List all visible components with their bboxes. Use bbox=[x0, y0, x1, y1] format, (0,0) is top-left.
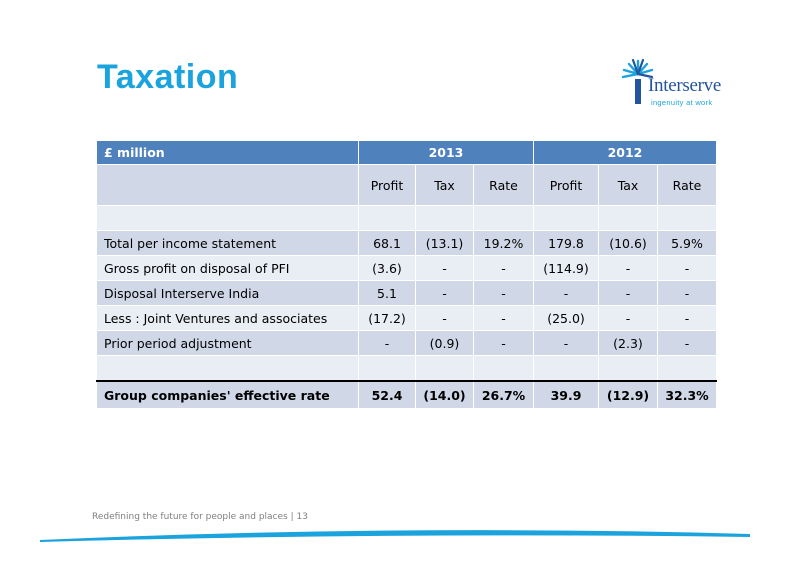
total-cell: (12.9) bbox=[598, 380, 658, 409]
table-cell: - bbox=[473, 280, 534, 306]
table-cell: 5.9% bbox=[657, 230, 717, 256]
total-cell: 32.3% bbox=[657, 380, 717, 409]
table-cell: (25.0) bbox=[533, 305, 599, 331]
table-cell bbox=[598, 205, 658, 231]
table-cell bbox=[657, 355, 717, 382]
row-label: Disposal Interserve India bbox=[96, 280, 359, 306]
table-cell: (10.6) bbox=[598, 230, 658, 256]
table-row: Gross profit on disposal of PFI (3.6) - … bbox=[96, 255, 717, 281]
subheader-cell: Profit bbox=[533, 164, 599, 206]
table-row: Total per income statement 68.1 (13.1) 1… bbox=[96, 230, 717, 256]
table-row: Disposal Interserve India 5.1 - - - - - bbox=[96, 280, 717, 306]
table-cell: (2.3) bbox=[598, 330, 658, 356]
table-cell: - bbox=[533, 330, 599, 356]
table-cell: - bbox=[473, 330, 534, 356]
table-cell bbox=[473, 205, 534, 231]
table-cell: - bbox=[598, 305, 658, 331]
table-cell: (114.9) bbox=[533, 255, 599, 281]
table-subheader-row: Profit Tax Rate Profit Tax Rate bbox=[96, 164, 717, 206]
logo-wordmark: Interserve bbox=[648, 75, 721, 96]
row-label: Prior period adjustment bbox=[96, 330, 359, 356]
table-cell: - bbox=[415, 305, 474, 331]
table-cell bbox=[473, 355, 534, 382]
table-cell: - bbox=[657, 330, 717, 356]
table-header-row: £ million 2013 2012 bbox=[96, 140, 717, 165]
subheader-cell: Tax bbox=[415, 164, 474, 206]
year-header-2013: 2013 bbox=[358, 140, 534, 165]
table-cell: - bbox=[598, 280, 658, 306]
total-cell: 52.4 bbox=[358, 380, 416, 409]
table-row bbox=[96, 355, 717, 382]
table-row bbox=[96, 205, 717, 231]
slide-title: Taxation bbox=[97, 58, 239, 96]
year-header-2012: 2012 bbox=[533, 140, 717, 165]
taxation-table: £ million 2013 2012 Profit Tax Rate Prof… bbox=[96, 140, 717, 409]
table-cell bbox=[533, 355, 599, 382]
table-cell: - bbox=[473, 305, 534, 331]
row-label: Total per income statement bbox=[96, 230, 359, 256]
table-cell: - bbox=[657, 255, 717, 281]
row-label bbox=[96, 355, 359, 382]
footer-swoosh bbox=[40, 530, 750, 542]
subheader-cell: Rate bbox=[657, 164, 717, 206]
table-cell: - bbox=[657, 280, 717, 306]
subheader-cell: Tax bbox=[598, 164, 658, 206]
total-cell: 26.7% bbox=[473, 380, 534, 409]
table-cell: - bbox=[473, 255, 534, 281]
table-cell: - bbox=[657, 305, 717, 331]
total-row-label: Group companies' effective rate bbox=[96, 380, 359, 409]
table-cell: - bbox=[415, 255, 474, 281]
table-cell: - bbox=[358, 330, 416, 356]
table-row: Prior period adjustment - (0.9) - - (2.3… bbox=[96, 330, 717, 356]
table-cell bbox=[415, 355, 474, 382]
table-cell bbox=[598, 355, 658, 382]
table-cell: 19.2% bbox=[473, 230, 534, 256]
table-cell: 179.8 bbox=[533, 230, 599, 256]
row-label bbox=[96, 205, 359, 231]
table-cell: (13.1) bbox=[415, 230, 474, 256]
total-cell: (14.0) bbox=[415, 380, 474, 409]
table-cell: - bbox=[533, 280, 599, 306]
table-cell bbox=[657, 205, 717, 231]
table-row: Less : Joint Ventures and associates (17… bbox=[96, 305, 717, 331]
subheader-cell: Profit bbox=[358, 164, 416, 206]
subheader-blank bbox=[96, 164, 359, 206]
table-cell: 5.1 bbox=[358, 280, 416, 306]
total-cell: 39.9 bbox=[533, 380, 599, 409]
row-label: Less : Joint Ventures and associates bbox=[96, 305, 359, 331]
table-total-row: Group companies' effective rate 52.4 (14… bbox=[96, 380, 717, 409]
table-cell bbox=[358, 205, 416, 231]
logo-tagline: ingenuity at work bbox=[651, 98, 713, 107]
table-cell bbox=[533, 205, 599, 231]
interserve-logo: Interserve ingenuity at work bbox=[618, 58, 730, 110]
table-cell: (17.2) bbox=[358, 305, 416, 331]
table-cell bbox=[415, 205, 474, 231]
corner-label: £ million bbox=[96, 140, 359, 165]
subheader-cell: Rate bbox=[473, 164, 534, 206]
table-cell: - bbox=[415, 280, 474, 306]
slide-footer: Redefining the future for people and pla… bbox=[92, 512, 308, 522]
row-label: Gross profit on disposal of PFI bbox=[96, 255, 359, 281]
interserve-logo-icon bbox=[621, 58, 654, 104]
table-cell bbox=[358, 355, 416, 382]
table-cell: 68.1 bbox=[358, 230, 416, 256]
table-cell: - bbox=[598, 255, 658, 281]
table-cell: (3.6) bbox=[358, 255, 416, 281]
table-cell: (0.9) bbox=[415, 330, 474, 356]
